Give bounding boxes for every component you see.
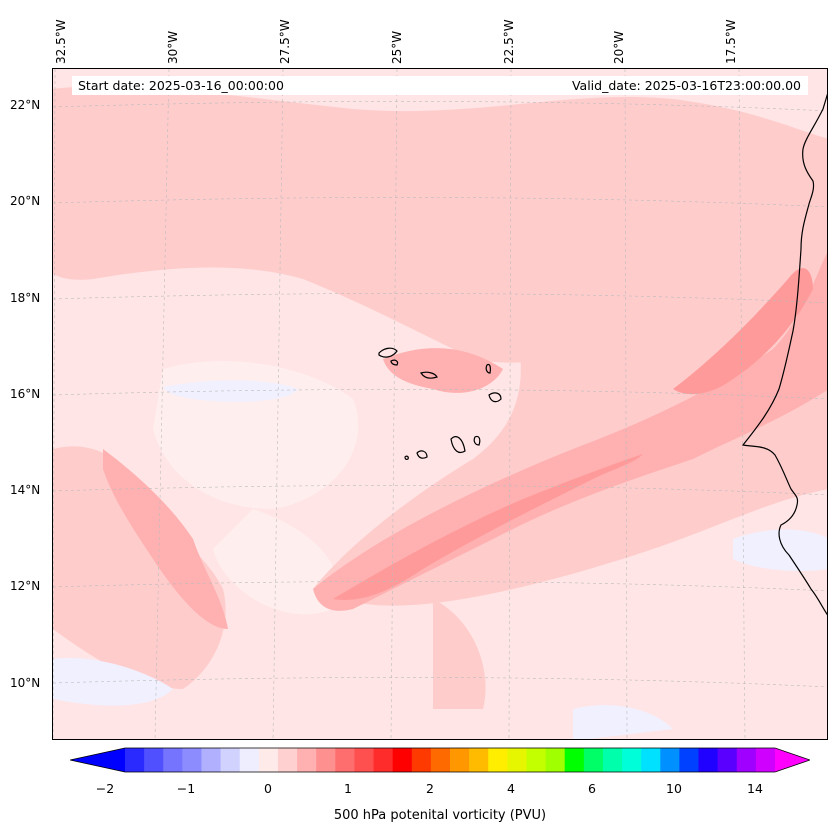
- lat-label: 12°N: [10, 579, 41, 593]
- pv-high-core: [333, 268, 813, 600]
- colorbar-swatch: [717, 748, 738, 772]
- colorbar-swatch: [450, 748, 470, 772]
- colorbar-swatch: [622, 748, 642, 772]
- colorbar-swatch: [736, 748, 757, 772]
- colorbar-swatch: [641, 748, 661, 772]
- colorbar-swatch: [182, 748, 202, 772]
- colorbar-tick-label: 0: [264, 781, 272, 796]
- lat-label: 10°N: [10, 676, 41, 690]
- colorbar-tick-label: 2: [426, 781, 434, 796]
- colorbar-swatch: [545, 748, 566, 772]
- colorbar-swatch: [258, 748, 279, 772]
- start-date-text: Start date: 2025-03-16_00:00:00: [78, 78, 284, 93]
- colorbar-extend-max: [775, 748, 810, 772]
- colorbar-tick-label: −1: [176, 781, 196, 796]
- africa-coastline: [741, 93, 827, 616]
- colorbar-swatch: [526, 748, 547, 772]
- lon-label: 27.5°W: [278, 19, 292, 64]
- colorbar-tick-label: 1: [344, 781, 352, 796]
- colorbar-swatch: [239, 748, 260, 772]
- colorbar-swatch: [583, 748, 604, 772]
- lon-label: 17.5°W: [724, 19, 738, 64]
- valid-date-text: Valid_date: 2025-03-16T23:00:00.00: [571, 78, 801, 93]
- lat-label: 20°N: [10, 194, 41, 208]
- gridlines: [53, 69, 827, 739]
- colorbar-swatch: [469, 748, 489, 772]
- lon-label: 22.5°W: [502, 19, 516, 64]
- colorbar-swatch: [679, 748, 700, 772]
- pv-field-map: [53, 69, 827, 739]
- lon-label: 30°W: [166, 30, 180, 64]
- colorbar-label: 500 hPa potenital vorticity (PVU): [333, 808, 547, 823]
- colorbar-swatch: [698, 748, 719, 772]
- colorbar-swatch: [125, 748, 145, 772]
- lon-label: 25°W: [390, 30, 404, 64]
- cape-verde-islands: [378, 347, 502, 460]
- colorbar-swatch: [163, 748, 183, 772]
- colorbar-swatch: [373, 748, 394, 772]
- colorbar-tick-label: 10: [666, 781, 682, 796]
- colorbar-outline: [70, 747, 810, 773]
- info-bar: Start date: 2025-03-16_00:00:00 Valid_da…: [72, 76, 808, 95]
- colorbar-tick-label: 4: [507, 781, 515, 796]
- lat-label: 16°N: [10, 387, 41, 401]
- colorbar-swatch: [392, 748, 413, 772]
- colorbar-swatch: [297, 748, 317, 772]
- colorbar-tick-label: −2: [95, 781, 115, 796]
- colorbar-swatch: [220, 748, 241, 772]
- colorbar-swatch: [755, 748, 776, 772]
- colorbar-swatch: [201, 748, 222, 772]
- lon-label: 32.5°W: [54, 19, 68, 64]
- pv-mid-band: [103, 252, 827, 629]
- colorbar: [70, 747, 810, 773]
- colorbar-tick-label: 14: [747, 781, 763, 796]
- colorbar-swatch: [144, 748, 164, 772]
- colorbar-swatch: [564, 748, 585, 772]
- colorbar-swatch: [602, 748, 623, 772]
- colorbar-tick-label: 6: [588, 781, 596, 796]
- lon-label: 20°W: [612, 30, 626, 64]
- colorbar-swatch: [316, 748, 336, 772]
- colorbar-swatch: [430, 748, 451, 772]
- colorbar-swatch: [354, 748, 375, 772]
- colorbar-swatch: [507, 748, 527, 772]
- lat-label: 18°N: [10, 291, 41, 305]
- colorbar-swatch: [277, 748, 298, 772]
- colorbar-swatch: [660, 748, 680, 772]
- colorbar-swatch: [335, 748, 355, 772]
- colorbar-swatch: [411, 748, 432, 772]
- lat-label: 14°N: [10, 483, 41, 497]
- pv-low-areas: [53, 86, 827, 709]
- lat-label: 22°N: [10, 98, 41, 112]
- colorbar-extend-min: [70, 748, 125, 772]
- map-panel[interactable]: [52, 68, 828, 740]
- colorbar-swatch: [488, 748, 508, 772]
- pv-negative-patches: [53, 380, 827, 739]
